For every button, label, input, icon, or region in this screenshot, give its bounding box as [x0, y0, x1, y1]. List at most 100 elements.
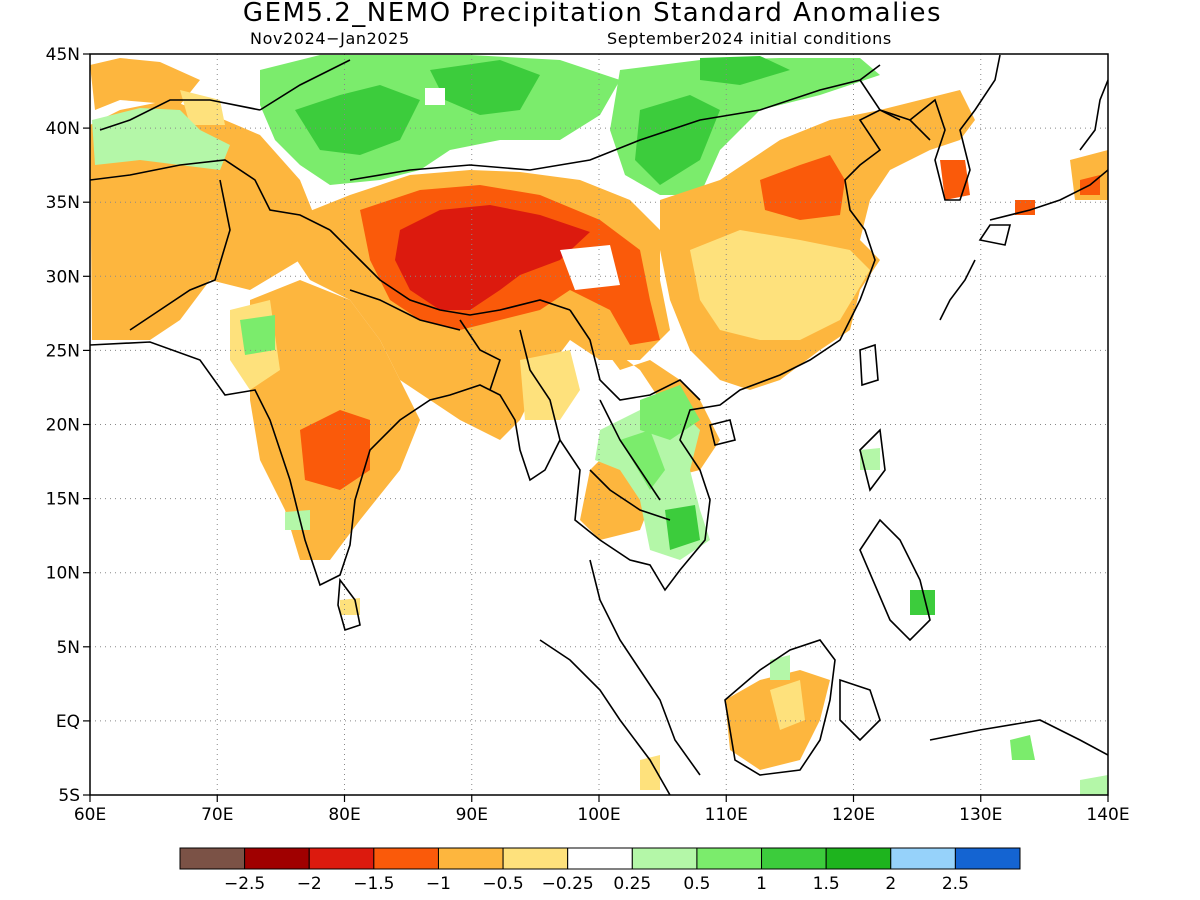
anomaly-region: [1015, 200, 1035, 215]
coastline: [589, 559, 701, 776]
anomaly-region: [620, 430, 665, 490]
anomaly-region: [770, 655, 790, 680]
coastline: [839, 678, 881, 742]
colorbar-label: −2: [297, 874, 322, 894]
anomaly-region: [240, 315, 275, 355]
border: [349, 289, 461, 331]
lat-tick-label: 5S: [58, 786, 80, 806]
coastline: [929, 719, 1108, 756]
anomaly-region: [770, 680, 805, 730]
lat-tick-label: 20N: [46, 416, 80, 436]
anomaly-region: [285, 510, 310, 530]
colorbar-swatch: [244, 847, 310, 870]
lon-tick-label: 120E: [832, 805, 875, 825]
anomaly-region: [480, 320, 720, 540]
coastlines: [90, 54, 1108, 795]
colorbar-label: 2: [885, 874, 896, 894]
initial-conditions: September2024 initial conditions: [607, 29, 892, 48]
anomaly-region: [425, 88, 445, 105]
anomaly-region: [295, 85, 420, 155]
border: [349, 64, 881, 181]
border: [859, 79, 901, 121]
border: [99, 99, 261, 131]
colorbar: −2.5 −2 −1.5 −1 −0.5 −0.25 0.25 0.5 1 1.5 2 2.5: [179, 847, 1021, 894]
anomaly-region: [520, 350, 580, 420]
colorbar-swatch: [954, 847, 1021, 870]
colorbar-label: 2.5: [942, 874, 969, 894]
anomaly-region: [910, 590, 935, 615]
lon-tick-label: 80E: [328, 805, 360, 825]
anomaly-region: [180, 90, 225, 125]
anomaly-region: [92, 108, 230, 170]
colorbar-label: 0.25: [613, 874, 651, 894]
lon-tick-label: 110E: [705, 805, 748, 825]
coastline: [337, 577, 361, 632]
border: [459, 319, 501, 391]
graticule: [90, 54, 1108, 795]
anomaly-region: [635, 95, 720, 185]
coastline: [539, 639, 671, 795]
anomaly-region: [690, 230, 870, 340]
coastline: [939, 259, 976, 321]
lon-tick-label: 70E: [201, 805, 233, 825]
colorbar-label: −1: [426, 874, 451, 894]
anomaly-region: [430, 60, 540, 115]
colorbar-swatch: [890, 847, 956, 870]
lat-tick-label: 35N: [46, 193, 80, 213]
coastline: [709, 419, 736, 446]
colorbar-swatch: [825, 847, 892, 870]
coastline: [859, 428, 886, 492]
axes: 60E 70E 80E 90E 100E 110E 120E 130E 140E 45N 40N 35…: [46, 45, 1130, 825]
border: [519, 329, 561, 441]
colorbar-swatch: [567, 847, 633, 870]
border: [329, 229, 571, 316]
colorbar-swatch: [437, 847, 504, 870]
lon-tick-label: 100E: [577, 805, 620, 825]
lon-tick-label: 60E: [74, 805, 106, 825]
border: [129, 179, 231, 331]
border: [90, 159, 331, 231]
lat-tick-label: 10N: [46, 564, 80, 584]
lat-tick-label: 5N: [56, 638, 80, 658]
anomaly-region: [560, 245, 620, 290]
chart-title: GEM5.2_NEMO Precipitation Standard Anoma…: [242, 0, 943, 28]
colorbar-swatch: [631, 847, 698, 870]
lat-tick-label: 45N: [46, 45, 80, 65]
lat-tick-label: 40N: [46, 119, 80, 139]
anomaly-region: [640, 755, 660, 790]
anomaly-region: [1080, 775, 1108, 795]
colorbar-swatch: [761, 847, 827, 870]
lat-tick-label: EQ: [56, 712, 80, 732]
coastline: [859, 343, 879, 387]
colorbar-swatch: [308, 847, 375, 870]
border: [259, 59, 351, 111]
anomaly-region: [860, 448, 880, 470]
border: [589, 469, 671, 521]
colorbar-swatch: [373, 847, 439, 870]
coastline: [989, 169, 1108, 221]
lon-tick-label: 90E: [456, 805, 488, 825]
lon-tick-label: 140E: [1086, 805, 1129, 825]
anomaly-region: [940, 160, 970, 200]
lat-tick-label: 15N: [46, 490, 80, 510]
coastline: [859, 518, 931, 642]
anomaly-shading: [90, 55, 1108, 795]
anomaly-region: [665, 505, 700, 550]
border: [909, 119, 931, 141]
anomaly-region: [700, 56, 790, 85]
lat-tick-label: 30N: [46, 267, 80, 287]
coastline: [90, 54, 1001, 592]
coastline: [978, 224, 1012, 246]
colorbar-label: 1.5: [813, 874, 840, 894]
anomaly-region: [760, 155, 845, 220]
lon-tick-label: 130E: [959, 805, 1002, 825]
lat-tick-label: 25N: [46, 341, 80, 361]
anomaly-region: [395, 205, 590, 310]
border: [569, 309, 701, 401]
colorbar-label: −2.5: [224, 874, 265, 894]
colorbar-label: −0.5: [482, 874, 523, 894]
colorbar-swatch: [502, 847, 569, 870]
colorbar-swatch: [179, 847, 246, 870]
border: [599, 399, 661, 501]
